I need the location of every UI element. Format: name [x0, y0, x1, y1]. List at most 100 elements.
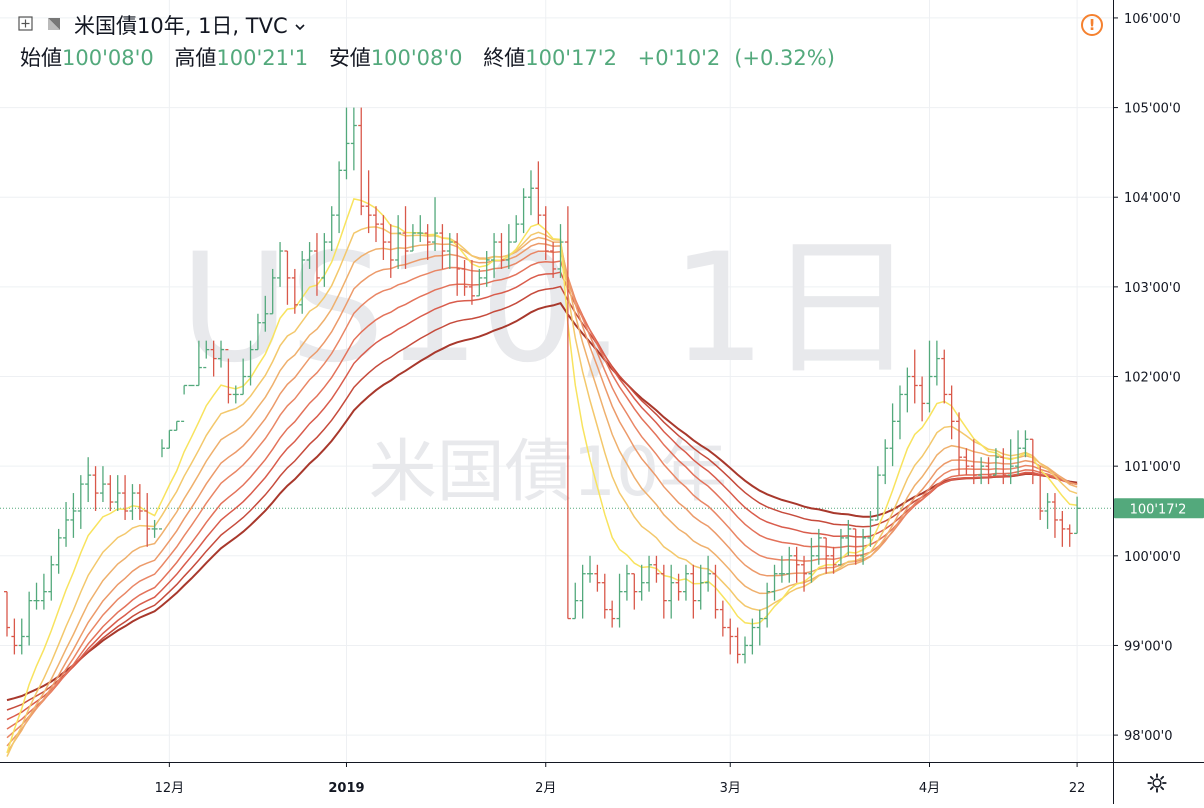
alert-icon[interactable]: !: [1081, 14, 1103, 36]
ohlc-bar: [373, 206, 379, 243]
ohlc-bar: [587, 555, 594, 583]
price-tick-label: 104'00'0: [1124, 191, 1181, 206]
expand-icon[interactable]: [18, 13, 34, 37]
ohlc-bar: [122, 475, 129, 520]
watermark-name: 米国債10年: [369, 433, 728, 512]
ohlc-bar: [675, 573, 682, 601]
ohlc-bar: [402, 206, 409, 269]
ohlc-bar: [232, 385, 239, 404]
ohlc-bar: [956, 412, 963, 476]
symbol-title[interactable]: 米国債10年, 1日, TVC: [74, 14, 288, 38]
ohlc-bar: [476, 268, 483, 297]
chevron-down-icon[interactable]: [294, 13, 306, 37]
ohlc-bar: [852, 528, 859, 565]
watermark: US10, 1日 米国債10年: [180, 222, 917, 512]
ohlc-bar: [144, 493, 151, 547]
ohlc-bar: [682, 564, 689, 601]
time-tick-label: 22: [1069, 781, 1086, 796]
ohlc-bar: [40, 573, 47, 610]
ohlc-bar: [527, 170, 534, 216]
time-tick-label: 12月: [155, 781, 185, 796]
ohlc-bar: [845, 519, 852, 556]
ohlc-bar: [926, 340, 933, 413]
ohlc-bar: [432, 197, 439, 252]
ohlc-bar: [498, 233, 505, 269]
ohlc-bar: [1066, 524, 1073, 547]
ohlc-bar: [727, 618, 734, 655]
change-percent: (+0.32%): [734, 46, 835, 70]
ohlc-bar: [395, 215, 402, 269]
ohlc-bar: [830, 546, 837, 574]
ohlc-bar: [491, 233, 498, 278]
ohlc-bar: [609, 600, 616, 628]
ohlc-bar: [195, 340, 202, 387]
ohlc-bar: [328, 206, 335, 252]
time-axis[interactable]: 12月 2019 2月 3月 4月 22: [155, 762, 1086, 796]
ohlc-bar: [535, 161, 542, 225]
ohlc-bar: [454, 233, 461, 296]
price-axis[interactable]: 98'00'0 99'00'0 100'00'0 101'00'0 102'00'0 10…: [1113, 12, 1181, 744]
low-value: 100'08'0: [370, 46, 463, 70]
ohlc-bar: [284, 250, 291, 305]
ohlc-bar: [550, 242, 557, 278]
ohlc-bar: [756, 609, 763, 646]
high-label: 高値: [174, 46, 217, 70]
ohlc-bar: [734, 627, 741, 664]
ohlc-bar: [719, 600, 726, 637]
gear-icon[interactable]: [1146, 772, 1168, 794]
ohlc-bar: [660, 564, 667, 619]
low-label: 安値: [328, 46, 371, 70]
ohlc-bar: [1022, 430, 1029, 458]
ohlc-bar: [815, 528, 822, 565]
ohlc-bar: [417, 215, 424, 243]
ohlc-bar: [771, 564, 778, 601]
last-price-label: 100'17'2: [1130, 502, 1187, 517]
price-tick-label: 106'00'0: [1124, 12, 1181, 27]
ohlc-bar: [70, 493, 77, 538]
close-label: 終値: [483, 46, 526, 70]
ohlc-bar: [786, 546, 793, 583]
ohlc-bar: [336, 161, 343, 234]
ohlc-bar: [99, 466, 106, 503]
ema-line-40: [6, 271, 1078, 721]
ohlc-bar: [594, 564, 601, 592]
ohlc-bar: [85, 457, 92, 503]
price-tick-label: 99'00'0: [1124, 639, 1173, 654]
ohlc-bar: [247, 340, 254, 386]
ohlc-bar: [48, 555, 55, 601]
ohlc-bar: [653, 555, 660, 583]
ohlc-bar: [461, 259, 468, 296]
symbol-flag-icon[interactable]: [46, 13, 62, 37]
price-tick-label: 98'00'0: [1124, 729, 1173, 744]
ohlc-bar: [823, 537, 830, 574]
price-tick-label: 105'00'0: [1124, 102, 1181, 117]
ohlc-bar: [808, 537, 815, 583]
ohlc-bar: [262, 295, 269, 332]
ohlc-bar: [992, 448, 999, 476]
ohlc-bar: [483, 251, 490, 287]
ohlc-bar: [557, 224, 564, 278]
time-tick-label: 2019: [328, 781, 364, 796]
open-label: 始値: [20, 46, 62, 70]
symbol-header[interactable]: 米国債10年, 1日, TVC: [18, 10, 306, 40]
ohlc-bar: [505, 224, 512, 269]
ohlc-bar: [218, 340, 225, 368]
ohlc-bar: [114, 475, 121, 511]
ema-line-18: [6, 236, 1078, 754]
ohlc-bar: [321, 233, 328, 287]
price-tick-label: 102'00'0: [1124, 371, 1181, 386]
ohlc-bar: [889, 403, 896, 467]
ohlc-bar: [424, 224, 431, 260]
ohlc-bar: [26, 591, 33, 646]
time-tick-label: 3月: [720, 781, 741, 796]
ohlc-bar: [1007, 439, 1014, 485]
ohlc-bar: [1000, 448, 1007, 485]
high-value: 100'21'1: [216, 46, 309, 70]
ohlc-bar: [970, 439, 977, 485]
ohlc-bar: [380, 215, 387, 260]
ohlc-bar: [55, 528, 62, 574]
time-tick-label: 2月: [535, 781, 556, 796]
